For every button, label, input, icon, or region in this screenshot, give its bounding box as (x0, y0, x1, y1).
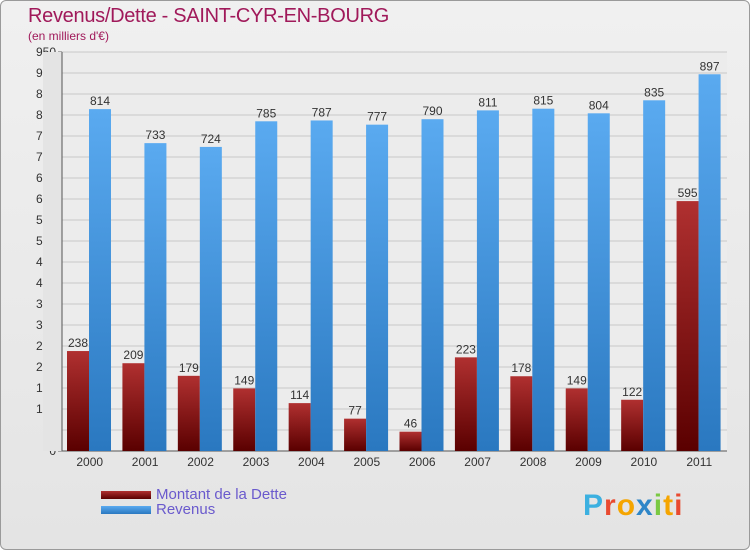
proxiti-logo: Proxiti (583, 489, 683, 523)
bar-dette-2009 (565, 388, 588, 451)
bar-dette-2011 (676, 201, 699, 451)
x-tick-label: 2010 (631, 455, 658, 469)
chart-title: Revenus/Dette - SAINT-CYR-EN-BOURG (28, 5, 389, 27)
data-label: 209 (123, 348, 143, 362)
x-tick-label: 2009 (575, 455, 602, 469)
legend-item-revenus: Revenus (101, 501, 287, 518)
bar-revenus-2001 (144, 143, 167, 451)
bar-dette-2001 (122, 363, 145, 451)
bar-revenus-2008 (532, 108, 555, 451)
data-label: 733 (145, 128, 165, 142)
data-label: 811 (478, 95, 497, 109)
data-label: 804 (589, 98, 609, 112)
data-label: 149 (234, 373, 254, 387)
bar-dette-2004 (288, 403, 311, 451)
data-label: 238 (68, 336, 88, 350)
bar-revenus-2011 (698, 74, 721, 451)
data-label: 77 (348, 404, 362, 418)
bar-dette-2010 (621, 399, 644, 451)
legend-swatch-dette (101, 490, 151, 499)
logo-letter: P (583, 489, 605, 522)
bar-dette-2006 (399, 431, 422, 451)
x-tick-label: 2003 (243, 455, 270, 469)
data-label: 897 (700, 59, 720, 73)
logo-letter: x (636, 489, 654, 522)
x-tick-label: 2002 (187, 455, 214, 469)
bar-revenus-2005 (366, 124, 389, 451)
legend-label-dette: Montant de la Dette (156, 486, 287, 503)
bar-revenus-2006 (421, 119, 444, 451)
data-label: 785 (256, 106, 276, 120)
bar-dette-2002 (177, 375, 200, 451)
bar-revenus-2000 (89, 109, 111, 452)
data-label: 223 (456, 342, 476, 356)
bar-revenus-2004 (310, 120, 333, 452)
data-label: 46 (404, 417, 418, 431)
data-label: 724 (201, 132, 221, 146)
data-label: 149 (567, 373, 587, 387)
data-label: 790 (422, 104, 442, 118)
data-label: 114 (290, 388, 309, 402)
bar-revenus-2007 (476, 110, 499, 451)
data-label: 835 (644, 85, 664, 99)
legend-label-revenus: Revenus (156, 501, 216, 518)
bar-dette-2007 (454, 357, 477, 451)
bar-revenus-2010 (643, 100, 666, 452)
data-label: 814 (90, 94, 110, 108)
logo-letter: t (663, 489, 675, 522)
legend-swatch-revenus (101, 505, 151, 514)
data-label: 787 (312, 105, 332, 119)
legend: Montant de la Dette Revenus (101, 486, 287, 518)
x-tick-label: 2008 (520, 455, 547, 469)
x-tick-label: 2006 (409, 455, 436, 469)
x-tick-label: 2001 (132, 455, 159, 469)
legend-item-dette: Montant de la Dette (101, 486, 287, 503)
bar-revenus-2009 (587, 113, 610, 451)
bar-dette-2003 (233, 388, 256, 451)
logo-letter: r (604, 489, 617, 522)
data-label: 815 (533, 94, 553, 108)
chart-subtitle: (en milliers d'€) (28, 29, 109, 43)
data-label: 595 (678, 186, 698, 200)
data-label: 178 (511, 361, 531, 375)
data-label: 179 (179, 361, 199, 375)
data-label: 777 (367, 110, 387, 124)
logo-letter: o (616, 489, 637, 522)
x-tick-label: 2000 (76, 455, 103, 469)
x-tick-label: 2011 (686, 455, 712, 469)
axis-band (43, 52, 62, 451)
x-tick-label: 2005 (353, 455, 380, 469)
logo-letter: i (674, 489, 684, 522)
bar-dette-2005 (344, 418, 367, 451)
bar-revenus-2002 (199, 146, 222, 452)
plot-area (62, 52, 727, 451)
bar-dette-2008 (510, 376, 533, 451)
logo-letter: i (653, 489, 664, 522)
x-tick-label: 2004 (298, 455, 325, 469)
bar-revenus-2003 (255, 121, 278, 452)
bar-dette-2000 (67, 351, 89, 451)
x-tick-label: 2007 (464, 455, 491, 469)
data-label: 122 (622, 385, 642, 399)
